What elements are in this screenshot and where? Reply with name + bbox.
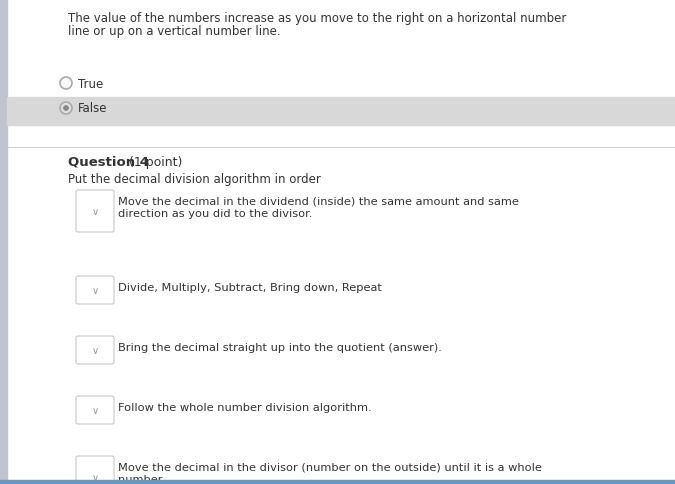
Text: direction as you did to the divisor.: direction as you did to the divisor. <box>118 209 313 219</box>
Text: Bring the decimal straight up into the quotient (answer).: Bring the decimal straight up into the q… <box>118 342 442 352</box>
FancyBboxPatch shape <box>76 396 114 424</box>
Text: True: True <box>78 77 103 91</box>
Bar <box>0 480 675 484</box>
Circle shape <box>60 103 72 115</box>
Text: Divide, Multiply, Subtract, Bring down, Repeat: Divide, Multiply, Subtract, Bring down, … <box>118 283 382 292</box>
Text: ∨: ∨ <box>91 472 99 482</box>
FancyBboxPatch shape <box>76 276 114 304</box>
Text: Put the decimal division algorithm in order: Put the decimal division algorithm in or… <box>68 173 321 186</box>
Circle shape <box>63 106 68 111</box>
Text: line or up on a vertical number line.: line or up on a vertical number line. <box>68 25 281 38</box>
Text: number.: number. <box>118 474 165 484</box>
Text: ∨: ∨ <box>91 345 99 355</box>
Bar <box>7 0 675 148</box>
Text: Move the decimal in the dividend (inside) the same amount and same: Move the decimal in the dividend (inside… <box>118 197 519 207</box>
Text: ∨: ∨ <box>91 286 99 295</box>
Text: (1 point): (1 point) <box>125 156 182 168</box>
Circle shape <box>60 78 72 90</box>
FancyBboxPatch shape <box>76 336 114 364</box>
Text: ∨: ∨ <box>91 405 99 415</box>
Bar <box>7 148 675 480</box>
Text: Move the decimal in the divisor (number on the outside) until it is a whole: Move the decimal in the divisor (number … <box>118 462 542 472</box>
Text: ∨: ∨ <box>91 207 99 216</box>
Text: False: False <box>78 102 107 115</box>
FancyBboxPatch shape <box>76 456 114 484</box>
Bar <box>0 0 7 484</box>
Text: The value of the numbers increase as you move to the right on a horizontal numbe: The value of the numbers increase as you… <box>68 12 566 25</box>
FancyBboxPatch shape <box>76 191 114 232</box>
Text: Question 4: Question 4 <box>68 156 149 168</box>
Bar <box>7 98 675 126</box>
Text: Follow the whole number division algorithm.: Follow the whole number division algorit… <box>118 402 372 412</box>
